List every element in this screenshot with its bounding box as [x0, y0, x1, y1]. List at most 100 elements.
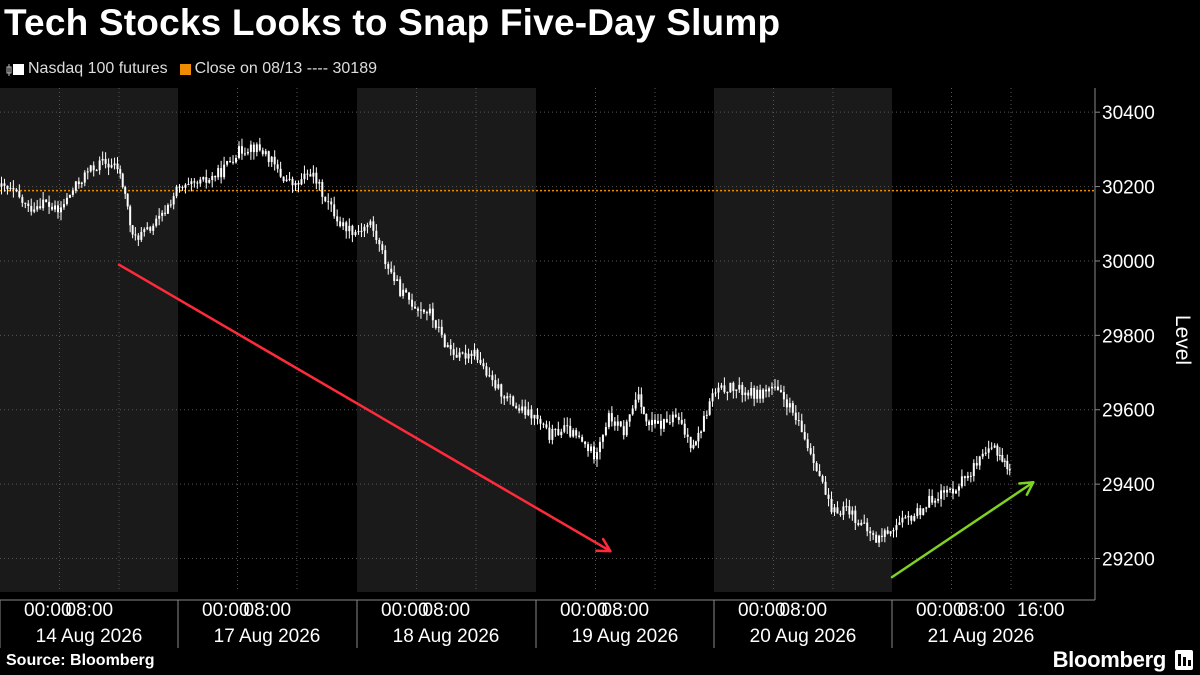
- candle-body: [354, 231, 357, 236]
- candle-body: [455, 354, 458, 358]
- candle-body: [1006, 460, 1009, 470]
- candle-body: [339, 221, 342, 227]
- candle-body: [916, 508, 919, 516]
- candle-body: [776, 386, 779, 390]
- candle-body: [443, 334, 446, 348]
- candle-body: [922, 508, 925, 515]
- day-band: [714, 88, 892, 592]
- candle-body: [697, 432, 700, 442]
- candle-body: [116, 163, 119, 170]
- candle-body: [782, 391, 785, 400]
- legend-label-close: Close on 08/13 ---- 30189: [194, 60, 377, 77]
- candle-body: [360, 230, 363, 232]
- x-day-label: 14 Aug 2026: [36, 626, 143, 647]
- day-band: [536, 88, 714, 592]
- x-day-label: 17 Aug 2026: [214, 626, 321, 647]
- candle-body: [288, 178, 291, 180]
- candle-body: [913, 515, 916, 521]
- candle-body: [848, 506, 851, 515]
- candle-body: [946, 489, 949, 493]
- candle-body: [659, 420, 662, 429]
- candle-body: [951, 488, 954, 494]
- candle-body: [152, 225, 155, 231]
- candle-body: [315, 172, 318, 184]
- candle-body: [428, 308, 431, 314]
- candle-body: [665, 419, 668, 423]
- candle-body: [998, 455, 1001, 457]
- candle-body: [683, 423, 686, 435]
- candle-icon: [6, 63, 12, 76]
- candle-body: [24, 202, 27, 204]
- candle-body: [572, 430, 575, 437]
- candle-body: [282, 176, 285, 182]
- candle-body: [384, 250, 387, 265]
- candle-body: [530, 409, 533, 419]
- candle-body: [172, 196, 175, 205]
- y-axis-title: Level: [1171, 315, 1194, 365]
- candle-body: [662, 419, 665, 429]
- candle-body: [21, 197, 24, 203]
- candle-body: [416, 308, 419, 311]
- candle-body: [369, 221, 372, 226]
- candle-body: [648, 421, 651, 425]
- candle-body: [306, 173, 309, 175]
- candle-body: [1001, 455, 1004, 462]
- candle-body: [324, 196, 327, 202]
- candle-body: [0, 183, 3, 187]
- y-tick-label: 29800: [1102, 326, 1155, 347]
- candle-body: [506, 396, 509, 399]
- candle-body: [342, 222, 345, 227]
- candle-body: [631, 408, 634, 415]
- x-tick-label: 00:00: [738, 600, 786, 621]
- candle-body: [990, 447, 993, 449]
- candle-body: [30, 206, 33, 212]
- candle-body: [357, 231, 360, 233]
- candle-body: [674, 414, 677, 417]
- candle-body: [717, 387, 720, 393]
- day-band: [892, 88, 1095, 592]
- candle-body: [762, 389, 765, 399]
- candle-body: [327, 201, 330, 203]
- candle-body: [744, 392, 747, 395]
- candle-body: [15, 189, 18, 192]
- candle-body: [857, 522, 860, 525]
- candle-body: [348, 225, 351, 232]
- candle-body: [548, 427, 551, 440]
- candle-body: [692, 444, 695, 449]
- candle-body: [753, 388, 756, 399]
- candle-body: [375, 230, 378, 240]
- candle-body: [193, 181, 196, 183]
- x-tick-label: 00:00: [202, 600, 250, 621]
- day-band: [178, 88, 357, 592]
- y-tick-label: 30000: [1102, 252, 1155, 273]
- candle-body: [842, 506, 845, 515]
- candle-body: [714, 392, 717, 394]
- candle-body: [723, 385, 726, 393]
- candle-body: [184, 184, 187, 188]
- candle-body: [720, 385, 723, 388]
- day-bands: [0, 88, 1095, 592]
- candle-body: [452, 349, 455, 355]
- candle-body: [264, 151, 267, 155]
- candle-body: [405, 289, 408, 293]
- x-tick-label: 00:00: [24, 600, 72, 621]
- candle-body: [851, 510, 854, 515]
- candle-body: [637, 394, 640, 400]
- candle-body: [479, 359, 482, 364]
- candle-body: [434, 320, 437, 328]
- candle-body: [249, 144, 252, 152]
- candle-body: [907, 515, 910, 518]
- candle-body: [987, 448, 990, 453]
- candle-body: [461, 352, 464, 354]
- candle-body: [845, 506, 848, 508]
- candle-body: [51, 206, 54, 210]
- candle-body: [285, 179, 288, 182]
- candle-body: [827, 494, 830, 499]
- candle-body: [581, 436, 584, 442]
- candle-body: [491, 375, 494, 381]
- candle-body: [113, 163, 116, 166]
- candle-body: [726, 392, 729, 394]
- day-band: [357, 88, 536, 592]
- candle-body: [476, 349, 479, 360]
- y-tick-label: 30200: [1102, 178, 1155, 199]
